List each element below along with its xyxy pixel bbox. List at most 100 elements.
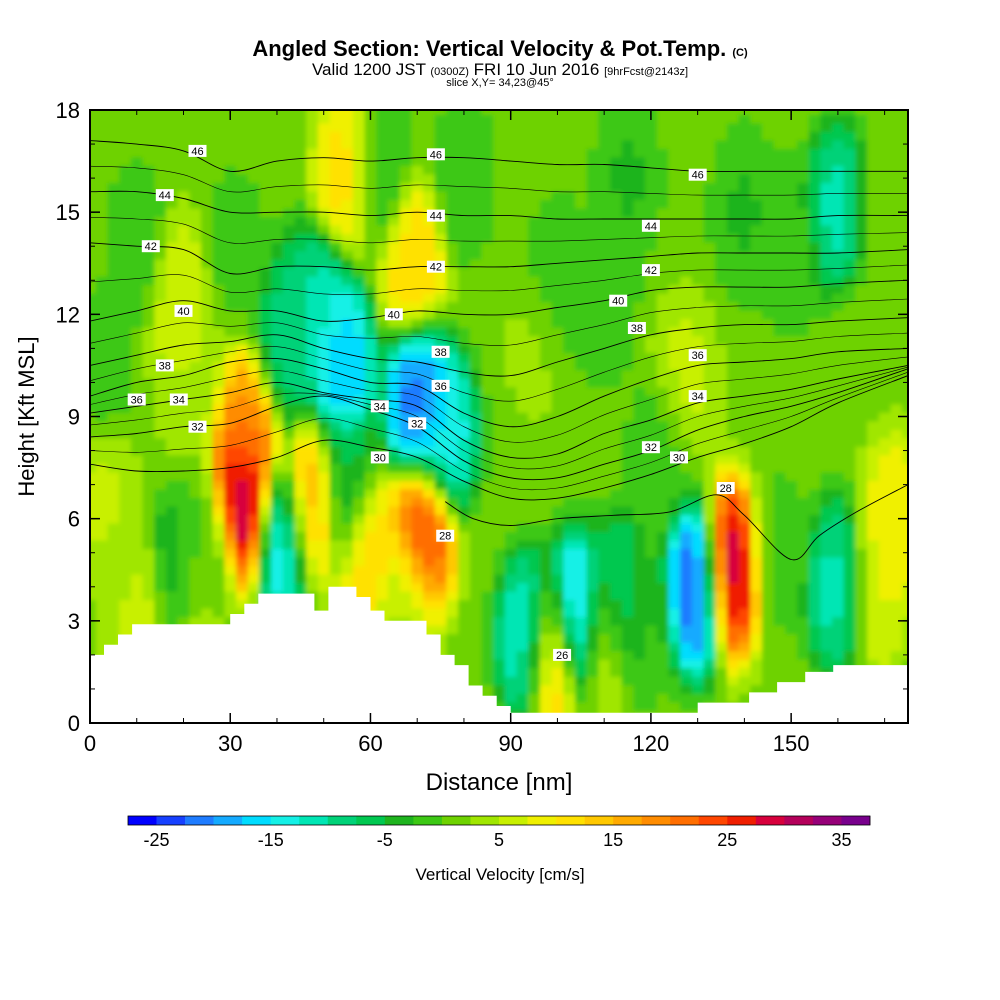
field-cell	[586, 352, 599, 362]
field-cell	[551, 684, 564, 694]
field-cell	[399, 344, 412, 354]
field-cell	[832, 642, 845, 652]
field-cell	[446, 437, 459, 447]
field-cell	[236, 216, 249, 226]
field-cell	[236, 574, 249, 584]
field-cell	[423, 301, 436, 311]
field-cell	[166, 531, 179, 541]
field-cell	[633, 582, 646, 592]
field-cell	[528, 327, 541, 337]
field-cell	[376, 250, 389, 260]
field-cell	[259, 352, 272, 362]
field-cell	[808, 420, 821, 430]
field-cell	[738, 557, 751, 567]
field-cell	[551, 608, 564, 618]
field-cell	[177, 284, 190, 294]
field-cell	[259, 165, 272, 175]
field-cell	[575, 250, 588, 260]
field-cell	[773, 497, 786, 507]
field-cell	[236, 301, 249, 311]
field-cell	[621, 540, 634, 550]
field-cell	[294, 267, 307, 277]
field-cell	[645, 701, 658, 711]
field-cell	[738, 565, 751, 575]
field-cell	[563, 616, 576, 626]
field-cell	[855, 480, 868, 490]
field-cell	[726, 446, 740, 456]
field-cell	[703, 156, 716, 166]
field-cell	[90, 642, 97, 652]
field-cell	[715, 335, 728, 345]
field-cell	[563, 497, 576, 507]
field-cell	[166, 242, 179, 252]
field-cell	[399, 378, 412, 388]
field-cell	[224, 344, 237, 354]
field-cell	[773, 429, 786, 439]
field-cell	[201, 207, 214, 217]
field-cell	[867, 582, 880, 592]
field-cell	[259, 318, 272, 328]
field-cell	[797, 548, 810, 558]
field-cell	[539, 293, 553, 303]
field-cell	[832, 420, 845, 430]
field-cell	[808, 173, 821, 183]
field-cell	[119, 497, 132, 507]
field-cell	[446, 156, 459, 166]
field-cell	[458, 207, 471, 217]
field-cell	[843, 633, 856, 643]
field-cell	[715, 352, 728, 362]
field-cell	[797, 131, 810, 141]
field-cell	[458, 437, 471, 447]
field-cell	[773, 633, 786, 643]
field-cell	[259, 497, 272, 507]
field-cell	[294, 122, 307, 132]
field-cell	[259, 335, 272, 345]
field-cell	[738, 335, 751, 345]
field-cell	[306, 131, 319, 141]
field-cell	[329, 224, 342, 234]
field-cell	[236, 531, 249, 541]
field-cell	[166, 446, 179, 456]
field-cell	[212, 190, 225, 200]
field-cell	[633, 420, 646, 430]
field-cell	[493, 650, 506, 660]
field-cell	[738, 310, 751, 320]
field-cell	[154, 131, 167, 141]
field-cell	[119, 276, 132, 286]
field-cell	[166, 616, 179, 626]
field-cell	[399, 199, 412, 209]
field-cell	[341, 412, 354, 422]
field-cell	[563, 318, 576, 328]
field-cell	[668, 522, 681, 532]
field-cell	[201, 250, 214, 260]
field-cell	[341, 429, 354, 439]
field-cell	[598, 454, 611, 464]
field-cell	[656, 242, 670, 252]
field-cell	[458, 599, 471, 609]
field-cell	[423, 395, 436, 405]
field-cell	[306, 352, 319, 362]
field-cell	[95, 352, 109, 362]
field-cell	[446, 625, 459, 635]
field-cell	[575, 650, 588, 660]
field-cell	[119, 599, 132, 609]
field-cell	[493, 454, 506, 464]
field-cell	[528, 216, 541, 226]
field-cell	[703, 233, 716, 243]
field-cell	[855, 114, 868, 124]
field-cell	[504, 531, 518, 541]
field-cell	[621, 701, 634, 711]
field-cell	[680, 156, 693, 166]
field-cell	[177, 361, 190, 371]
field-cell	[434, 190, 447, 200]
field-cell	[247, 446, 261, 456]
field-cell	[201, 463, 214, 473]
field-cell	[820, 608, 833, 618]
field-cell	[551, 454, 564, 464]
field-cell	[107, 599, 120, 609]
field-cell	[329, 412, 342, 422]
field-cell	[867, 199, 880, 209]
field-cell	[493, 565, 506, 575]
field-cell	[142, 122, 155, 132]
field-cell	[294, 216, 307, 226]
